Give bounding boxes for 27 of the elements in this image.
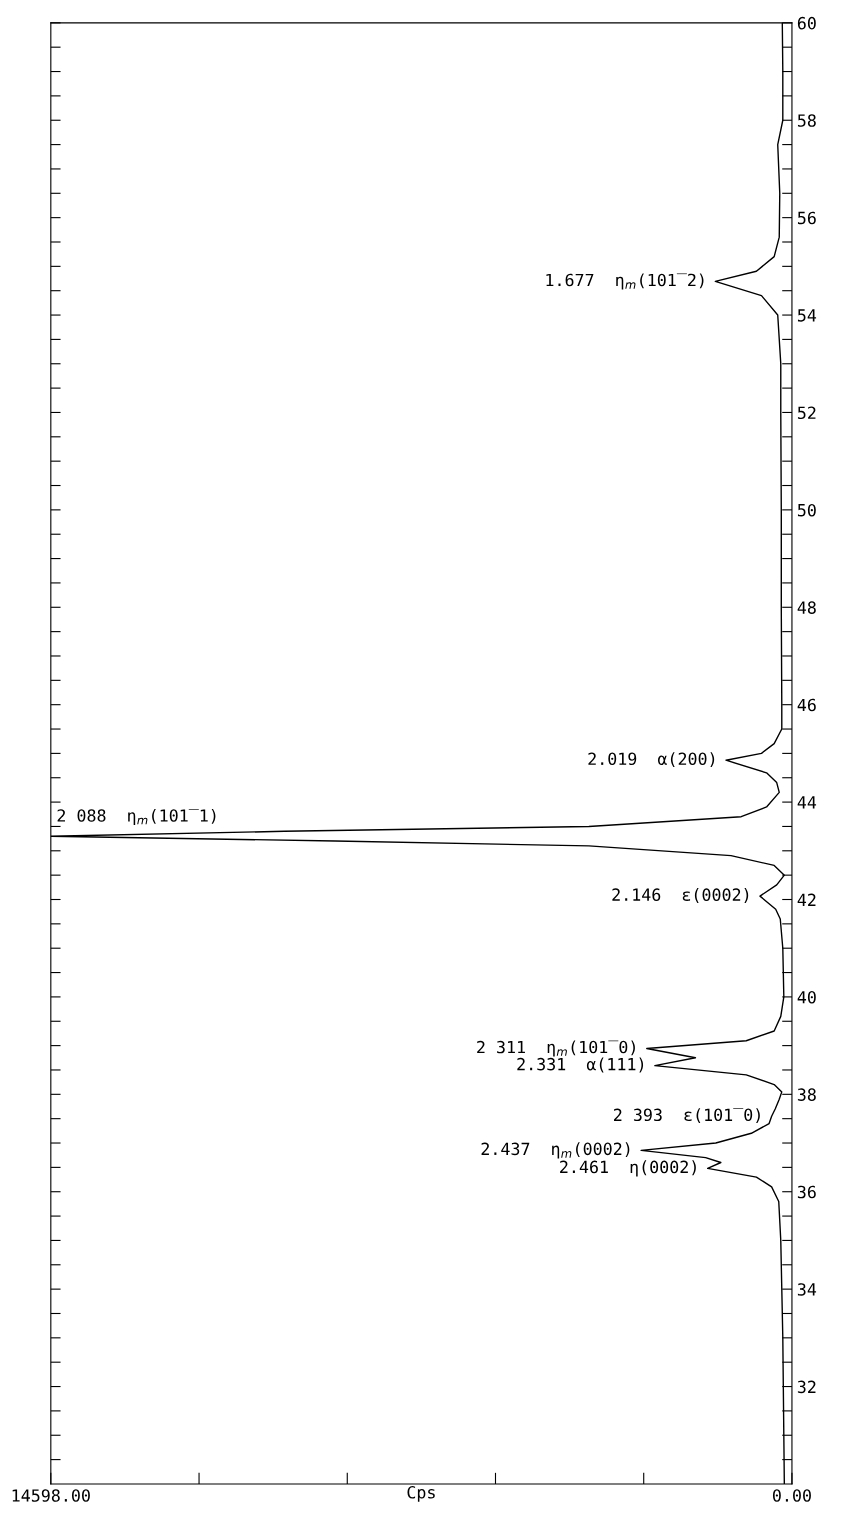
annotation: 1.677 η$_{m}$(101̅2)	[546, 273, 704, 290]
annotation: 2.331 α(111)	[517, 1057, 644, 1073]
y-tick-label: 44	[797, 796, 817, 809]
y-tick-label: 32	[797, 1380, 816, 1394]
y-tick-label: 42	[797, 893, 816, 906]
y-tick-label: 52	[797, 406, 816, 420]
annotation: 2 311 η$_{m}$(101̅0)	[477, 1040, 635, 1057]
y-tick-label: 46	[797, 698, 816, 712]
annotation: 2.461 η(0002)	[560, 1160, 696, 1177]
annotation: 2.437 η$_{m}$(0002)	[481, 1142, 630, 1159]
y-tick-label: 50	[797, 503, 816, 517]
annotation: 2 393 ε(101̅0)	[614, 1108, 760, 1124]
y-tick-label: 48	[797, 601, 816, 614]
y-tick-label: 60	[797, 16, 816, 30]
x-tick-label: 0.00	[772, 1489, 811, 1502]
y-tick-label: 36	[797, 1185, 816, 1199]
annotation: 2 088 η$_{m}$(101̅1)	[57, 808, 216, 826]
annotation: 2.019 α(200)	[588, 752, 715, 768]
y-tick-label: 56	[797, 211, 816, 225]
y-tick-label: 58	[797, 114, 816, 127]
y-tick-label: 34	[797, 1283, 817, 1296]
x-axis-title: Cps	[407, 1485, 435, 1502]
y-tick-label: 38	[797, 1088, 816, 1101]
x-tick-label: 14598.00	[12, 1489, 90, 1502]
y-tick-label: 54	[797, 309, 817, 322]
annotation: 2.146 ε(0002)	[612, 888, 749, 903]
y-tick-label: 40	[797, 990, 816, 1004]
